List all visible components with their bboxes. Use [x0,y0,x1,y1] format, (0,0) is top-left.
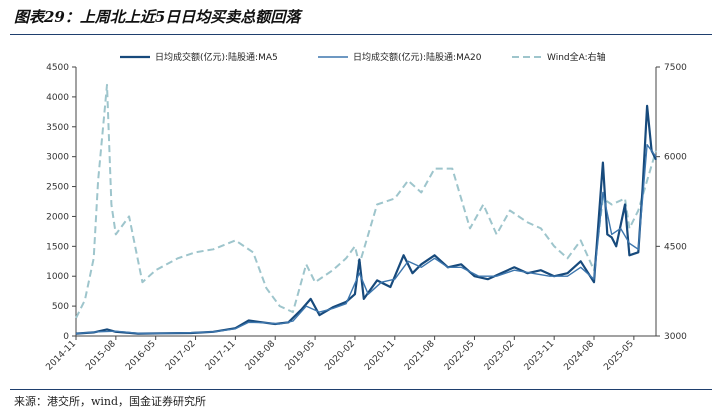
x-tick-label: 2021-08 [403,339,437,373]
x-tick-label: 2025-05 [602,339,636,373]
left-tick-label: 500 [52,302,69,312]
left-tick-label: 3500 [46,123,69,133]
footer-rule [10,389,712,390]
title-rule [10,34,712,35]
figure-title: 图表29：上周北上近5日日均买卖总额回落 [14,8,301,26]
x-tick-label: 2018-08 [244,339,278,373]
left-tick-label: 1000 [46,272,69,282]
x-tick-label: 2017-02 [164,339,198,373]
x-tick-label: 2017-11 [204,339,238,373]
left-tick-label: 0 [63,332,69,342]
source-note: 来源：港交所，wind，国金证券研究所 [14,395,207,408]
legend-label: 日均成交额(亿元):陆股通:MA20 [353,51,482,63]
x-tick-label: 2019-05 [284,339,318,373]
series-line-winda [75,83,657,319]
x-tick-label: 2024-08 [562,339,596,373]
right-tick-label: 6000 [664,153,687,163]
x-tick-label: 2016-05 [124,339,158,373]
right-tick-label: 7500 [664,63,687,73]
series-line-ma5 [75,104,657,335]
x-tick-label: 2014-11 [44,339,78,373]
left-tick-label: 2500 [46,183,69,193]
legend-label: 日均成交额(亿元):陆股通:MA5 [155,51,278,63]
x-tick-label: 2020-11 [363,339,397,373]
right-tick-label: 3000 [664,332,687,342]
legend-label: Wind全A:右轴 [547,51,606,63]
left-tick-label: 3000 [46,153,69,163]
left-tick-label: 1500 [46,242,69,252]
x-tick-label: 2020-02 [323,339,357,373]
x-tick-label: 2015-08 [84,339,118,373]
right-tick-label: 4500 [664,242,687,252]
left-tick-label: 4500 [46,63,69,73]
series-line-ma20 [75,144,657,335]
x-tick-label: 2023-11 [523,339,557,373]
x-tick-label: 2022-05 [443,339,477,373]
x-tick-label: 2023-02 [483,339,517,373]
left-tick-label: 2000 [46,212,69,222]
left-tick-label: 4000 [46,93,69,103]
